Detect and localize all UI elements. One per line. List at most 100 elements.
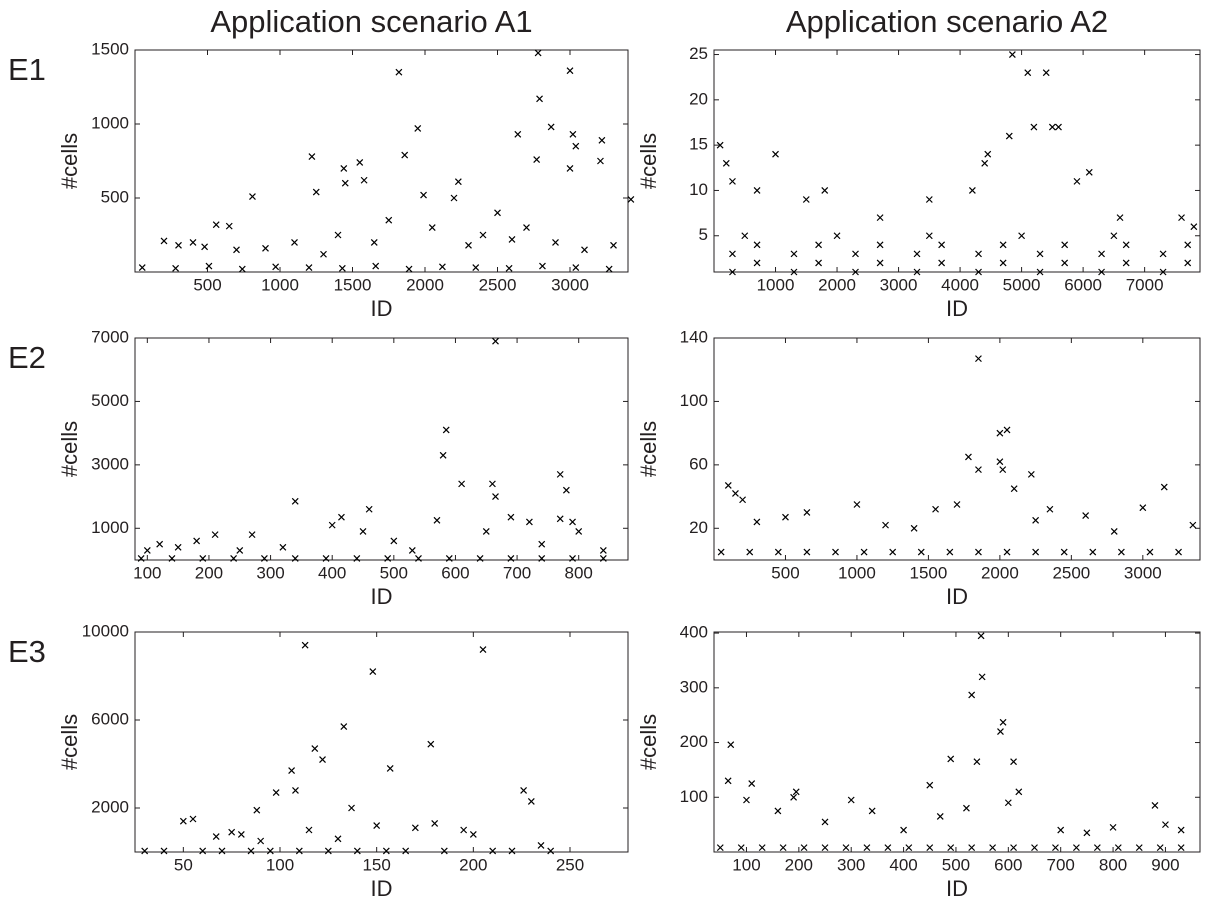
- point: [968, 187, 976, 194]
- point: [815, 241, 823, 249]
- point: [338, 513, 345, 521]
- point: [913, 250, 921, 258]
- point: [408, 547, 416, 554]
- point: [308, 153, 316, 160]
- point: [737, 844, 745, 852]
- point: [800, 844, 808, 852]
- point: [237, 830, 245, 838]
- point: [1116, 214, 1124, 222]
- point: [1005, 132, 1013, 140]
- point: [724, 482, 732, 489]
- point: [566, 67, 574, 75]
- point: [1061, 241, 1069, 249]
- point: [821, 844, 829, 852]
- y-tick-label: 20: [689, 518, 708, 537]
- point: [201, 243, 209, 251]
- y-tick-label: 1000: [91, 113, 129, 132]
- point: [489, 847, 497, 855]
- axes-frame: [713, 49, 1201, 273]
- point: [247, 847, 255, 855]
- point: [1184, 241, 1192, 249]
- point: [975, 268, 982, 276]
- point: [547, 123, 555, 131]
- point: [305, 826, 313, 834]
- point: [523, 224, 530, 232]
- point: [174, 543, 182, 551]
- point: [1159, 250, 1167, 258]
- x-tick-label: 2000: [406, 275, 444, 294]
- point: [803, 509, 811, 516]
- point: [1146, 548, 1154, 556]
- x-tick-label: 6000: [1064, 275, 1102, 294]
- point: [386, 764, 394, 772]
- point: [138, 264, 146, 271]
- point: [917, 548, 925, 556]
- y-tick-label: 60: [689, 454, 708, 473]
- point: [420, 191, 427, 199]
- point: [492, 337, 499, 345]
- y-tick-label: 1500: [91, 39, 129, 58]
- point: [1109, 823, 1117, 831]
- x-tick-label: 3000: [880, 275, 918, 294]
- y-axis-label: #cells: [57, 714, 82, 770]
- point: [1085, 168, 1093, 176]
- point: [1048, 123, 1056, 131]
- point: [460, 826, 468, 834]
- point: [913, 268, 921, 276]
- point: [291, 554, 299, 562]
- point: [1036, 268, 1044, 276]
- y-axis-label: #cells: [636, 133, 661, 189]
- point: [963, 804, 970, 812]
- y-tick-label: 10: [689, 180, 708, 199]
- point: [137, 554, 145, 562]
- point: [1162, 821, 1169, 829]
- point: [520, 786, 528, 794]
- point: [852, 250, 859, 258]
- x-tick-label: 600: [994, 855, 1022, 874]
- point: [1082, 512, 1090, 520]
- point: [926, 781, 934, 789]
- column-title: Application scenario A1: [210, 4, 532, 39]
- x-tick-label: 1000: [757, 275, 795, 294]
- y-axis-label: #cells: [57, 133, 82, 189]
- point: [156, 540, 164, 548]
- y-tick-label: 15: [689, 135, 708, 154]
- point: [440, 847, 448, 855]
- x-tick-label: 4000: [941, 275, 979, 294]
- point: [472, 264, 480, 271]
- point: [334, 231, 342, 239]
- point: [1027, 470, 1035, 478]
- point: [821, 187, 829, 194]
- point: [450, 194, 458, 202]
- point: [525, 518, 533, 526]
- point: [382, 847, 390, 855]
- x-tick-label: 500: [771, 563, 799, 582]
- point: [1093, 844, 1101, 852]
- point: [249, 193, 256, 200]
- point: [508, 847, 516, 855]
- point: [365, 505, 373, 513]
- point: [262, 244, 269, 252]
- point: [369, 668, 377, 676]
- point: [199, 847, 207, 855]
- point: [753, 187, 761, 194]
- point: [340, 723, 348, 731]
- point: [205, 262, 213, 270]
- x-tick-label: 2000: [981, 563, 1019, 582]
- axes-frame: [134, 49, 629, 273]
- point: [372, 262, 380, 270]
- x-tick-label: 1000: [261, 275, 299, 294]
- point: [977, 632, 985, 640]
- point: [905, 844, 913, 852]
- y-axis-label: #cells: [636, 421, 661, 477]
- x-axis-label: ID: [371, 584, 393, 609]
- point: [538, 554, 546, 562]
- x-axis-label: ID: [371, 876, 393, 901]
- point: [360, 176, 368, 184]
- point: [821, 818, 829, 826]
- point: [882, 521, 889, 529]
- point: [175, 241, 182, 249]
- point: [279, 543, 287, 551]
- point: [534, 49, 542, 57]
- point: [1010, 758, 1017, 766]
